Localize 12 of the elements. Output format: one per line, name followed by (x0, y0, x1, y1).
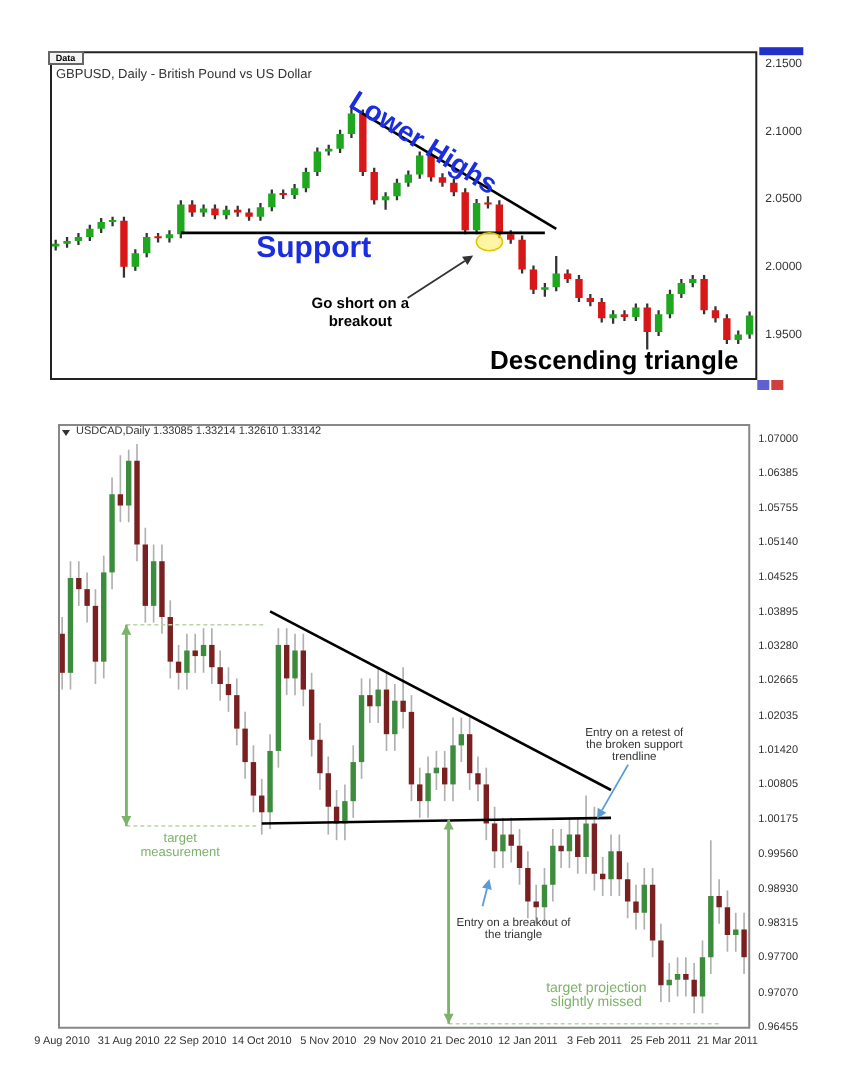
candlestick (400, 667, 406, 729)
candlestick (716, 879, 722, 924)
candlestick (620, 310, 629, 322)
annotation: Support (254, 230, 374, 265)
candlestick (367, 678, 373, 724)
candlestick (381, 192, 390, 210)
candlestick (558, 829, 564, 869)
candlestick (76, 561, 82, 606)
annotation: Descending triangle (487, 345, 741, 375)
candlestick (733, 912, 739, 952)
candlestick (108, 216, 117, 227)
candlestick (683, 957, 689, 997)
